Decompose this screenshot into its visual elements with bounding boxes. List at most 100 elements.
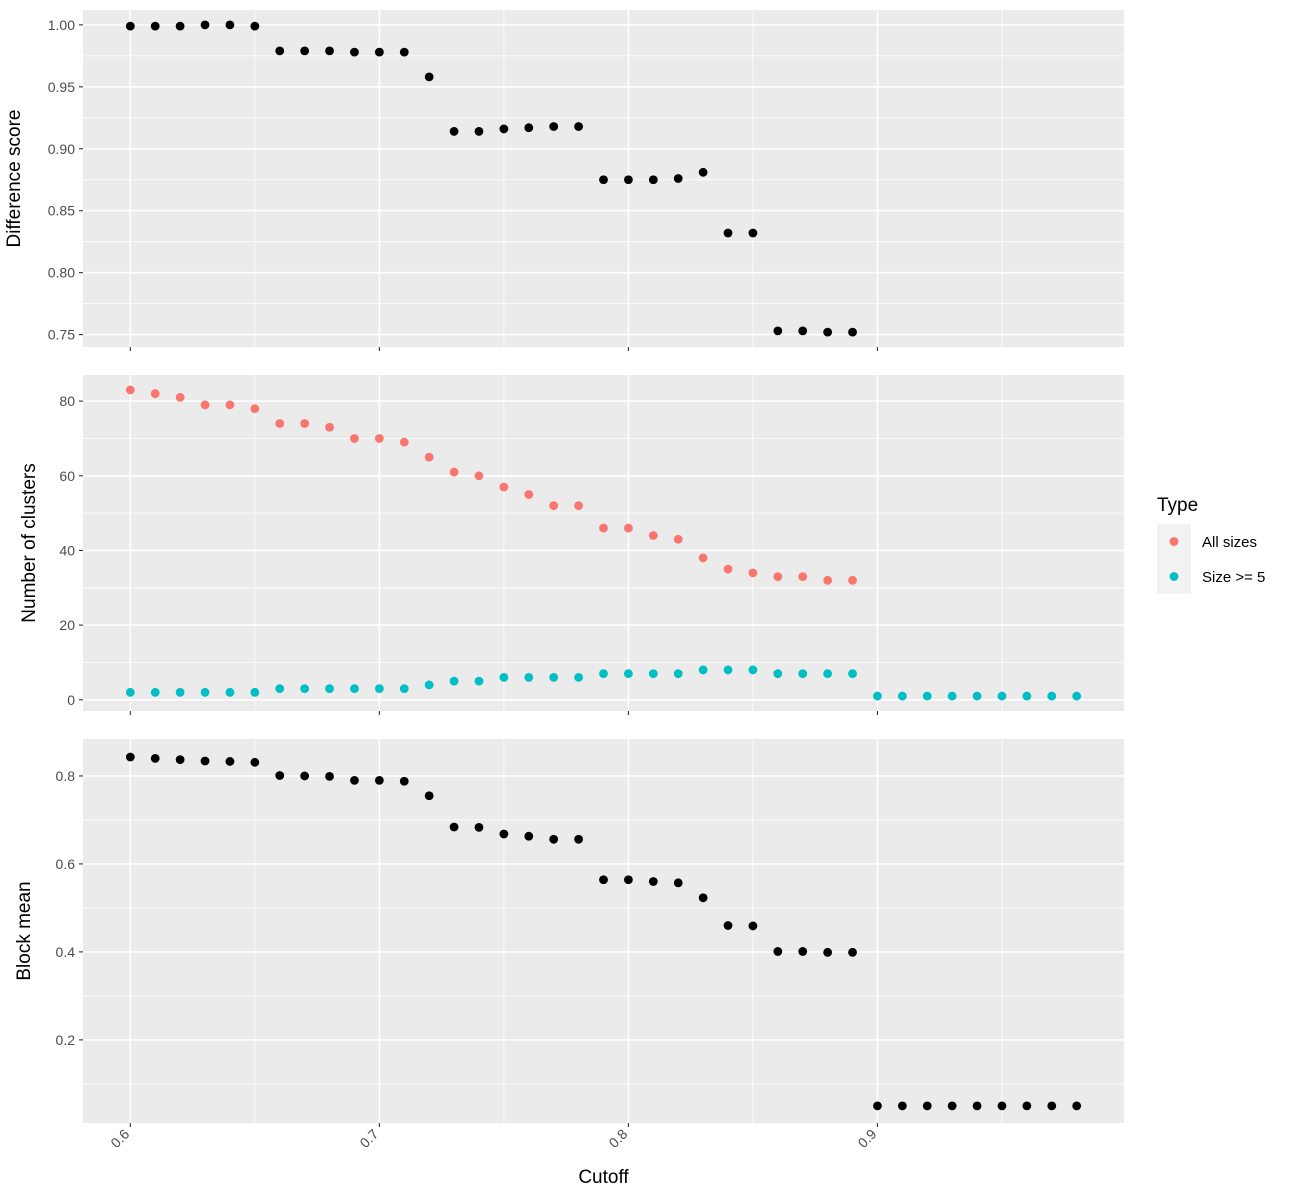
data-point [325, 771, 334, 781]
data-point [175, 393, 185, 402]
data-point [524, 673, 534, 682]
data-point [399, 776, 409, 786]
legend: Type All sizes Size >= 5 [1157, 495, 1265, 594]
data-point [200, 20, 210, 30]
panel-background [83, 375, 1124, 711]
legend-key-point [1169, 537, 1179, 546]
data-point [773, 326, 783, 336]
series-1 [125, 385, 857, 585]
data-point [350, 684, 359, 693]
y-tick-label: 0.95 [48, 79, 75, 95]
data-point [524, 490, 534, 499]
data-point [723, 665, 733, 675]
data-point [848, 575, 857, 585]
x-tick-label: 0.6 [107, 1126, 132, 1151]
y-tick-label: 20 [59, 617, 75, 633]
data-point [225, 757, 235, 766]
data-point [424, 72, 434, 82]
data-point [848, 669, 857, 679]
data-point [250, 687, 260, 697]
data-point [599, 523, 608, 533]
legend-label: All sizes [1202, 534, 1257, 551]
data-point [972, 691, 982, 701]
data-point [624, 669, 633, 679]
data-point [873, 1101, 882, 1111]
data-point [648, 669, 658, 679]
panel-1: 0.75 0.80 0.85 0.90 0.95 1.00 Difference score [4, 10, 1124, 351]
series-1 [125, 20, 857, 337]
y-tick-label: 0.80 [48, 265, 75, 281]
data-point [873, 691, 882, 701]
data-point [300, 46, 310, 56]
series-1 [125, 752, 1082, 1111]
data-point [350, 775, 359, 785]
legend-label: Size >= 5 [1202, 569, 1265, 586]
data-point [350, 434, 359, 443]
data-point [275, 419, 285, 428]
data-point [175, 755, 185, 765]
data-point [599, 175, 608, 185]
data-point [673, 669, 683, 679]
data-point [325, 684, 334, 693]
data-point [823, 947, 833, 957]
panel-3: 0.2 0.4 0.6 0.8 Block mean [14, 739, 1124, 1127]
data-point [1022, 691, 1032, 701]
data-point [200, 400, 210, 410]
data-point [499, 673, 509, 682]
data-point [449, 127, 459, 136]
data-point [449, 676, 459, 686]
data-point [125, 385, 135, 395]
data-point [798, 669, 808, 679]
data-point [773, 947, 783, 956]
data-point [848, 327, 857, 337]
y-axis-title: Number of clusters [19, 463, 40, 622]
data-point [599, 669, 608, 679]
data-point [748, 665, 758, 675]
data-point [823, 575, 833, 585]
y-tick-label: 60 [59, 468, 75, 484]
y-axis-title: Difference score [4, 110, 25, 248]
data-point [922, 1101, 932, 1111]
data-point [648, 175, 658, 185]
data-point [1072, 1101, 1082, 1111]
data-point [723, 228, 733, 238]
data-point [574, 501, 583, 511]
data-point [200, 687, 210, 697]
data-point [947, 691, 957, 701]
data-point [300, 771, 310, 781]
y-tick-label: 0.8 [56, 768, 76, 784]
data-point [748, 228, 758, 238]
data-point [599, 875, 608, 885]
data-point [374, 47, 384, 57]
data-point [125, 687, 135, 697]
data-point [574, 673, 583, 682]
data-point [798, 947, 808, 956]
data-point [374, 775, 384, 785]
x-tick-label: 0.7 [356, 1126, 381, 1151]
data-point [1047, 1101, 1057, 1111]
data-point [325, 422, 334, 432]
data-point [499, 124, 509, 134]
data-point [723, 564, 733, 574]
data-point [947, 1101, 957, 1111]
data-point [424, 680, 434, 690]
data-point [150, 687, 160, 697]
data-point [848, 947, 857, 957]
data-point [175, 21, 185, 31]
data-point [225, 687, 235, 697]
data-point [300, 419, 310, 428]
x-tick-label: 0.8 [605, 1126, 630, 1151]
data-point [897, 691, 907, 701]
data-point [698, 665, 708, 675]
data-point [1022, 1101, 1032, 1111]
data-point [748, 568, 758, 578]
data-point [823, 669, 833, 679]
data-point [574, 834, 583, 844]
data-point [673, 878, 683, 888]
data-point [549, 673, 559, 682]
y-axis-title: Block mean [14, 881, 35, 980]
data-point [474, 471, 484, 481]
data-point [648, 877, 658, 886]
data-point [798, 572, 808, 581]
